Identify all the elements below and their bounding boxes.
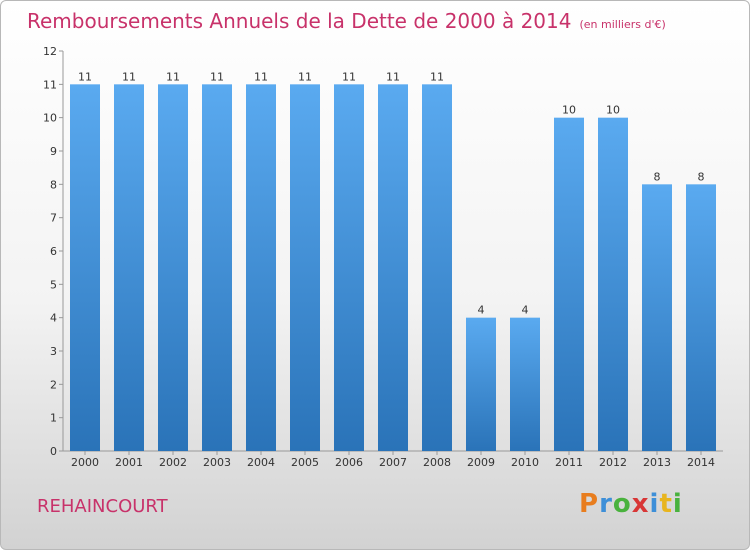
bar-2009 [466,317,496,451]
data-label-2012: 10 [606,104,620,117]
chart-bars [70,84,716,452]
logo-letter: o [612,489,632,519]
logo-letter: t [659,489,673,519]
x-tick-label: 2012 [599,456,627,469]
y-tick-label: 3 [50,345,57,358]
x-tick-label: 2007 [379,456,407,469]
proxiti-logo: Proxiti [579,489,683,519]
data-label-2005: 11 [298,70,312,83]
logo-letter: i [672,489,683,519]
data-label-2011: 10 [562,104,576,117]
chart-title-text: Remboursements Annuels de la Dette de 20… [27,9,572,33]
chart-title: Remboursements Annuels de la Dette de 20… [27,9,666,33]
chart-labels: 2000 11 2001 11 2002 11 2003 11 2004 11 2005 11 2006… [71,70,715,469]
y-tick-label: 6 [50,245,57,258]
data-label-2013: 8 [654,170,661,183]
y-tick-label: 7 [50,212,57,225]
x-tick-label: 2011 [555,456,583,469]
y-tick-label: 9 [50,145,57,158]
y-tick-label: 8 [50,178,57,191]
x-tick-label: 2010 [511,456,539,469]
y-tick-label: 1 [50,412,57,425]
bar-2010 [510,317,540,451]
data-label-2006: 11 [342,70,356,83]
logo-letter: r [599,489,613,519]
logo-letter: x [631,489,650,519]
x-tick-label: 2013 [643,456,671,469]
data-label-2010: 4 [522,304,529,317]
y-tick-label: 0 [50,445,57,458]
bar-2007 [378,84,408,451]
x-tick-label: 2005 [291,456,319,469]
x-tick-label: 2009 [467,456,495,469]
bar-2002 [158,84,188,451]
x-tick-label: 2000 [71,456,99,469]
x-tick-label: 2002 [159,456,187,469]
logo-letter: i [649,489,660,519]
x-tick-label: 2006 [335,456,363,469]
data-label-2014: 8 [698,170,705,183]
data-label-2007: 11 [386,70,400,83]
data-label-2008: 11 [430,70,444,83]
bar-2001 [114,84,144,451]
y-tick-label: 4 [50,312,57,325]
y-tick-label: 10 [43,112,57,125]
x-tick-label: 2004 [247,456,275,469]
y-tick-label: 11 [43,78,57,91]
town-name: REHAINCOURT [37,496,168,517]
bar-2004 [246,84,276,451]
y-tick-label: 2 [50,378,57,391]
bar-2003 [202,84,232,451]
x-tick-label: 2003 [203,456,231,469]
x-tick-label: 2014 [687,456,715,469]
bar-2000 [70,84,100,451]
data-label-2001: 11 [122,70,136,83]
bar-2005 [290,84,320,451]
y-tick-label: 5 [50,278,57,291]
bar-2012 [598,117,628,452]
chart-unit: (en milliers d'€) [579,18,666,31]
data-label-2004: 11 [254,70,268,83]
data-label-2003: 11 [210,70,224,83]
data-label-2002: 11 [166,70,180,83]
bar-2013 [642,184,672,452]
bar-2011 [554,117,584,452]
x-tick-label: 2001 [115,456,143,469]
x-tick-label: 2008 [423,456,451,469]
logo-letter: P [579,489,600,519]
bar-2006 [334,84,364,451]
y-tick-label: 12 [43,45,57,58]
data-label-2009: 4 [478,304,485,317]
bar-2008 [422,84,452,451]
data-label-2000: 11 [78,70,92,83]
bar-2014 [686,184,716,452]
